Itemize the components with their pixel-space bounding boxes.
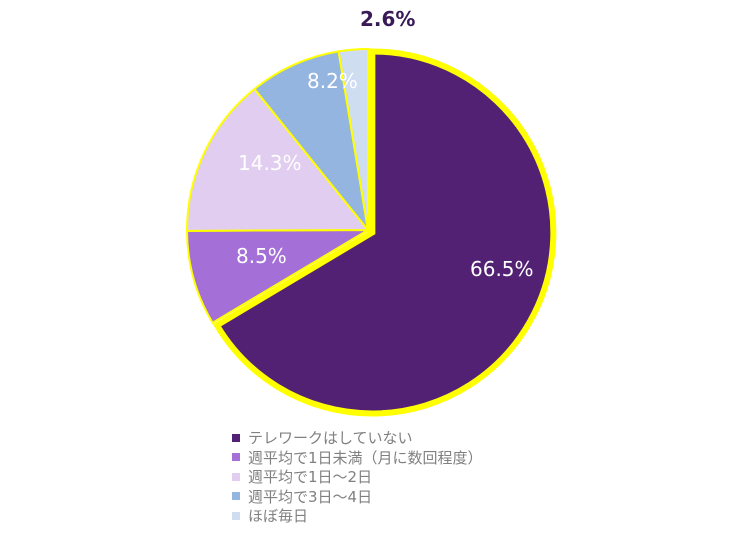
legend-item-almost-every-day: ほぼ毎日 [232,506,483,526]
pie-slice-3-4-days [253,50,370,234]
pie-slice-less-than-1-day [185,228,372,325]
legend-swatch-icon [232,511,240,520]
pie-slice-no-telework [212,48,557,417]
pie-slice-almost-every-day [337,47,369,231]
pie-slice-1-2-days [186,87,371,232]
legend-label: 週平均で3日〜4日 [248,487,373,506]
legend-swatch-icon [232,492,240,501]
legend-item-no-telework: テレワークはしていない [232,428,483,448]
legend-swatch-icon [232,433,240,442]
pie-slices [185,47,557,417]
legend-label: 週平均で1日未満（月に数回程度） [248,448,483,467]
legend-label: 週平均で1日〜2日 [248,468,373,487]
legend-item-3-4-days: 週平均で3日〜4日 [232,487,483,507]
legend-item-less-than-1-day: 週平均で1日未満（月に数回程度） [232,448,483,468]
legend-label: ほぼ毎日 [248,507,309,526]
data-label-3-4-days: 8.2% [307,69,358,93]
legend-swatch-icon [232,453,240,462]
legend-label: テレワークはしていない [248,429,413,448]
legend-item-1-2-days: 週平均で1日〜2日 [232,467,483,487]
data-label-no-telework: 66.5% [470,257,534,281]
data-label-1-2-days: 14.3% [238,151,302,175]
legend-swatch-icon [232,472,240,481]
pie-data-labels: 66.5% 8.5% 14.3% 8.2% 2.6% [236,7,534,281]
data-label-almost-every-day: 2.6% [360,7,415,31]
data-label-less-than-1-day: 8.5% [236,244,287,268]
chart-legend: テレワークはしていない 週平均で1日未満（月に数回程度） 週平均で1日〜2日 週… [232,428,483,526]
